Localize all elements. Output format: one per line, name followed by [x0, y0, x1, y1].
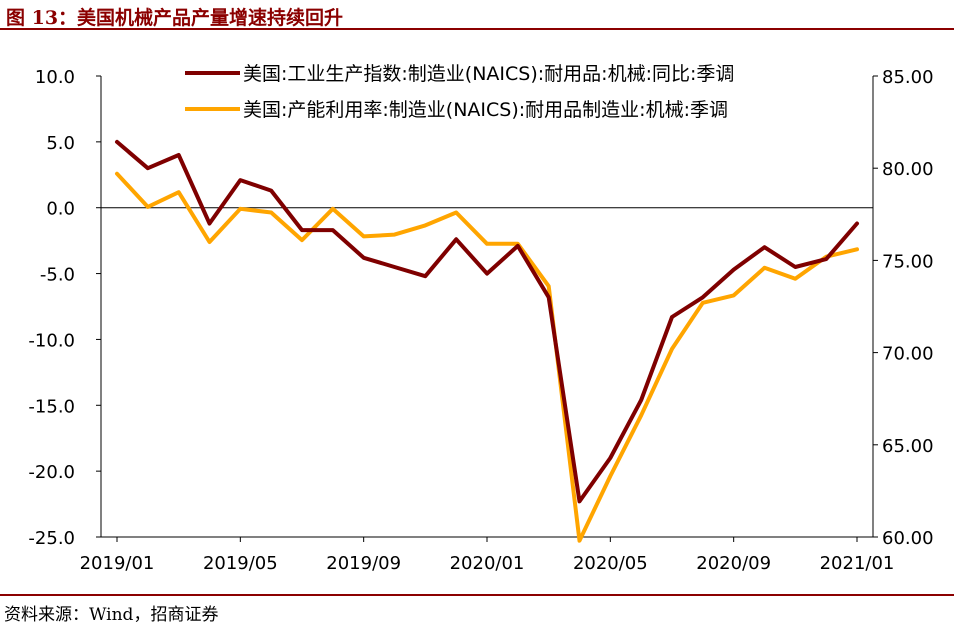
series-2-point [207, 240, 212, 244]
series-1-point [207, 221, 212, 226]
left-tick-label: -5.0 [40, 265, 75, 286]
series-2-point [115, 172, 119, 176]
series-2-point [392, 233, 397, 237]
left-tick-label: -20.0 [28, 462, 75, 483]
series-2-point [701, 301, 705, 305]
series-1-point [300, 228, 304, 232]
series-1-point [577, 499, 582, 503]
series-2-point [423, 223, 427, 227]
series-1-point [238, 178, 242, 182]
x-tick-label: 2019/01 [80, 553, 155, 574]
left-tick-label: -25.0 [28, 528, 75, 549]
series-2-point [454, 210, 458, 215]
series-2-point [670, 347, 674, 351]
series-2-point [639, 413, 643, 417]
series-1-point [793, 265, 797, 269]
left-tick-label: -10.0 [28, 330, 75, 351]
series-1-point [362, 256, 366, 260]
series-1-point [855, 221, 859, 226]
series-2-point [146, 205, 150, 209]
right-tick-label: 60.00 [882, 528, 934, 549]
title-rule [0, 28, 954, 30]
right-tick-label: 75.00 [882, 251, 934, 272]
right-tick-label: 85.00 [882, 67, 934, 88]
series-1-point [516, 244, 520, 248]
series-1-point [454, 237, 458, 241]
series-1-point [639, 398, 643, 402]
series-1-point [762, 245, 767, 249]
left-tick-label: -15.0 [28, 396, 75, 417]
series-1-point [146, 166, 150, 170]
series-2-point [269, 210, 273, 215]
line-chart: 10.0 5.0 0.0 -5.0 -10.0 -15.0 -20.0 -25.0 85.00 8… [28, 63, 933, 574]
chart-legend: 美国:工业生产指数:制造业(NAICS):耐用品:机械:同比:季调美国:产能利用… [185, 63, 734, 121]
series-2-point [547, 284, 551, 288]
series-1-point [115, 140, 119, 144]
footer-rule [0, 594, 954, 596]
series-1-point [485, 272, 489, 276]
series-layer [115, 139, 859, 543]
series-2-point [362, 234, 366, 238]
series-2-point [238, 207, 242, 211]
series-1-point [392, 265, 397, 269]
x-tick-label: 2019/05 [203, 553, 278, 574]
series-1-point [608, 456, 612, 460]
chart-axes: 10.0 5.0 0.0 -5.0 -10.0 -15.0 -20.0 -25.0 85.00 8… [28, 67, 933, 574]
series-2-point [608, 474, 612, 478]
series-2-point [331, 207, 335, 211]
x-tick-label: 2019/09 [326, 553, 401, 574]
x-tick-label: 2020/01 [450, 553, 525, 574]
right-tick-label: 80.00 [882, 159, 934, 180]
x-tick-label: 2020/09 [696, 553, 771, 574]
left-tick-label: 5.0 [46, 133, 75, 154]
series-1-point [423, 274, 427, 278]
series-line-2 [115, 171, 859, 543]
series-2-point [855, 247, 859, 251]
left-tick-label: 10.0 [35, 67, 75, 88]
series-1-point [177, 153, 181, 157]
series-1-point [732, 268, 736, 272]
series-1-point [331, 228, 335, 232]
series-2-point [762, 266, 767, 270]
series-2-point [177, 190, 181, 194]
series-1-point [670, 315, 674, 319]
series-2-point [577, 539, 582, 543]
series-1-point [547, 295, 551, 299]
series-2-point [300, 238, 304, 242]
series-line-1 [115, 139, 859, 504]
series-1-point [269, 189, 273, 193]
right-tick-label: 70.00 [882, 344, 934, 365]
x-tick-label: 2021/01 [820, 553, 895, 574]
legend-label-1: 美国:工业生产指数:制造业(NAICS):耐用品:机械:同比:季调 [243, 63, 734, 85]
source-note: 资料来源：Wind，招商证券 [4, 605, 219, 625]
series-2-point [732, 293, 736, 297]
x-tick-label: 2020/05 [573, 553, 648, 574]
series-2-point [485, 242, 489, 246]
legend-label-2: 美国:产能利用率:制造业(NAICS):耐用品制造业:机械:季调 [243, 99, 728, 121]
series-1-point [701, 295, 705, 299]
left-tick-label: 0.0 [46, 199, 75, 220]
right-tick-label: 65.00 [882, 436, 934, 457]
series-2-point [793, 277, 797, 281]
series-1-point [824, 257, 828, 261]
figure-title: 图 13：美国机械产品产量增速持续回升 [6, 7, 344, 29]
